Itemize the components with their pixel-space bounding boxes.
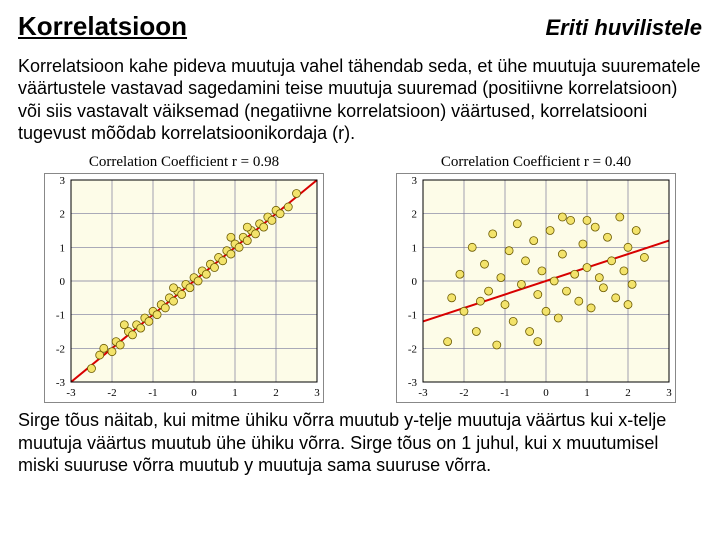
chart-left-r-value: 0.98 bbox=[253, 154, 279, 170]
svg-text:-1: -1 bbox=[148, 387, 157, 399]
chart-left: -3-3 -2 -2 -1 -1 0 0 1 1 2 2 3 3 bbox=[44, 173, 324, 403]
header-row: Korrelatsioon Eriti huvilistele bbox=[18, 10, 702, 43]
svg-text:1: 1 bbox=[232, 387, 238, 399]
chart-left-wrap: Correlation Coefficient r = 0.98 -3-3-2-… bbox=[44, 153, 324, 404]
chart-left-title: Correlation Coefficient r = 0.98 bbox=[89, 153, 279, 172]
svg-text:-2: -2 bbox=[56, 344, 65, 356]
intro-paragraph: Korrelatsioon kahe pideva muutuja vahel … bbox=[18, 55, 702, 145]
svg-text:2: 2 bbox=[412, 209, 418, 221]
svg-text:0: 0 bbox=[191, 387, 197, 399]
svg-text:-3: -3 bbox=[56, 377, 66, 389]
chart-right-title-prefix: Correlation Coefficient r = bbox=[441, 154, 605, 170]
svg-text:0: 0 bbox=[412, 276, 418, 288]
page-title: Korrelatsioon bbox=[18, 10, 187, 43]
svg-text:3: 3 bbox=[60, 175, 66, 187]
chart-left-title-prefix: Correlation Coefficient r = bbox=[89, 154, 253, 170]
svg-text:-3: -3 bbox=[418, 387, 428, 399]
svg-text:0: 0 bbox=[543, 387, 549, 399]
svg-text:-3: -3 bbox=[408, 377, 418, 389]
svg-text:-2: -2 bbox=[107, 387, 116, 399]
charts-row: Correlation Coefficient r = 0.98 -3-3-2-… bbox=[18, 153, 702, 404]
svg-text:1: 1 bbox=[412, 243, 418, 255]
svg-text:2: 2 bbox=[273, 387, 279, 399]
chart-right-title: Correlation Coefficient r = 0.40 bbox=[441, 153, 631, 172]
svg-text:1: 1 bbox=[584, 387, 590, 399]
chart-right-wrap: Correlation Coefficient r = 0.40 -3-3-2-… bbox=[396, 153, 676, 404]
svg-text:-1: -1 bbox=[500, 387, 509, 399]
svg-text:-1: -1 bbox=[408, 310, 417, 322]
svg-text:2: 2 bbox=[60, 209, 66, 221]
svg-text:1: 1 bbox=[60, 243, 66, 255]
svg-text:-1: -1 bbox=[56, 310, 65, 322]
chart-right-r-value: 0.40 bbox=[605, 154, 631, 170]
svg-text:-2: -2 bbox=[459, 387, 468, 399]
svg-text:2: 2 bbox=[625, 387, 631, 399]
svg-text:3: 3 bbox=[412, 175, 418, 187]
svg-text:0: 0 bbox=[60, 276, 66, 288]
svg-text:3: 3 bbox=[666, 387, 672, 399]
chart-right: -3-3 -2 -2 -1 -1 0 0 1 1 2 2 3 3 bbox=[396, 173, 676, 403]
svg-text:-2: -2 bbox=[408, 344, 417, 356]
svg-text:-3: -3 bbox=[66, 387, 76, 399]
page-subtitle: Eriti huvilistele bbox=[546, 14, 703, 42]
bottom-paragraph: Sirge tõus näitab, kui mitme ühiku võrra… bbox=[18, 409, 702, 477]
svg-text:3: 3 bbox=[314, 387, 320, 399]
